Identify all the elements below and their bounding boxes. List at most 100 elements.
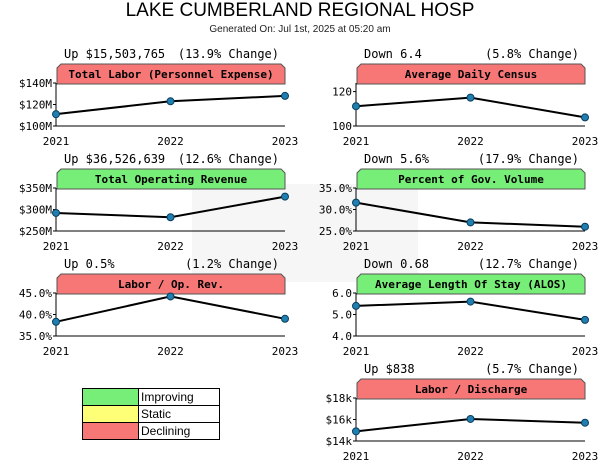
- x-tick-label: 2022: [457, 240, 484, 253]
- x-tick-label: 2021: [343, 135, 370, 148]
- chart-title: Labor / Op. Rev.: [118, 278, 224, 291]
- data-point: [281, 314, 289, 323]
- legend-label-declining: Declining: [138, 422, 220, 440]
- data-point: [52, 110, 60, 119]
- chart-change: (17.9% Change): [478, 152, 579, 166]
- chart-summary: Up $15,503,765: [64, 47, 165, 61]
- y-tick-label: $14k: [326, 435, 353, 448]
- y-tick-label: 100: [332, 120, 352, 133]
- y-tick-label: $350M: [19, 182, 52, 195]
- x-tick-label: 2023: [572, 135, 599, 148]
- chart-average-daily-census: Down 6.4 (5.8% Change) Average Daily Censu…: [300, 46, 600, 151]
- chart-summary: Up $838: [364, 362, 415, 376]
- x-tick-label: 2023: [272, 345, 299, 358]
- chart-summary: Down 0.68: [364, 257, 429, 271]
- chart-change: (13.9% Change): [178, 47, 279, 61]
- x-tick-label: 2023: [572, 240, 599, 253]
- chart-change: (5.7% Change): [485, 362, 579, 376]
- x-tick-label: 2022: [457, 135, 484, 148]
- chart-summary: Down 5.6%: [364, 152, 430, 166]
- x-tick-label: 2022: [157, 345, 184, 358]
- chart-title-banner: [56, 63, 286, 85]
- generated-timestamp: Generated On: Jul 1st, 2025 at 05:20 am: [209, 24, 391, 35]
- x-tick-label: 2021: [43, 345, 70, 358]
- data-point: [352, 102, 360, 111]
- chart-svg: Down 5.6% (17.9% Change) Percent of Gov. V…: [319, 152, 599, 253]
- x-tick-label: 2022: [457, 450, 484, 463]
- chart-axes: [55, 188, 285, 232]
- chart-summary: Up 0.5%: [64, 257, 115, 271]
- y-tick-label: $16k: [326, 414, 353, 427]
- watermark-logo: [192, 184, 418, 282]
- chart-title-banner: [356, 378, 586, 400]
- chart-summary: Up $36,526,639: [64, 152, 165, 166]
- legend-row-declining: Declining: [82, 422, 220, 440]
- legend-row-static: Static: [82, 405, 220, 423]
- x-tick-label: 2023: [572, 345, 599, 358]
- chart-svg: Up $36,526,639 (12.6% Change) Total Operat…: [19, 152, 298, 253]
- data-point: [581, 315, 589, 324]
- data-point: [352, 427, 360, 436]
- x-tick-label: 2021: [343, 450, 370, 463]
- y-tick-label: 40.0%: [19, 309, 52, 322]
- legend-swatch-declining: [82, 422, 139, 440]
- y-tick-label: 30.0%: [319, 204, 352, 217]
- x-tick-label: 2021: [343, 240, 370, 253]
- chart-total-operating-revenue: Up $36,526,639 (12.6% Change) Total Operat…: [0, 151, 300, 256]
- chart-title-banner: [356, 63, 586, 85]
- data-point: [581, 113, 589, 122]
- x-tick-label: 2021: [43, 240, 70, 253]
- chart-average-length-of-stay: Down 0.68 (12.7% Change) Average Length Of…: [300, 256, 600, 361]
- chart-title-banner: [356, 273, 586, 295]
- data-point: [466, 297, 475, 306]
- data-point: [581, 418, 589, 427]
- chart-change: (12.6% Change): [178, 152, 279, 166]
- chart-title: Average Length Of Stay (ALOS): [375, 278, 567, 291]
- chart-title: Average Daily Census: [405, 68, 537, 81]
- data-point: [466, 93, 475, 102]
- data-point: [52, 317, 60, 326]
- chart-title: Percent of Gov. Volume: [398, 173, 544, 186]
- y-tick-label: 4.0: [332, 330, 352, 343]
- x-tick-label: 2021: [43, 135, 70, 148]
- y-tick-label: $140M: [19, 77, 52, 90]
- chart-summary: Down 6.4: [364, 47, 422, 61]
- y-tick-label: 6.0: [332, 287, 352, 300]
- legend-label-static: Static: [138, 405, 220, 423]
- x-tick-label: 2023: [572, 450, 599, 463]
- data-point: [281, 192, 289, 201]
- legend-label-improving: Improving: [138, 388, 220, 406]
- x-tick-label: 2022: [157, 135, 184, 148]
- data-point: [166, 292, 175, 301]
- data-point: [281, 91, 289, 100]
- data-point: [166, 97, 175, 106]
- chart-labor-op-rev: Up 0.5% (1.2% Change) Labor / Op. Rev. 35.0…: [0, 256, 300, 361]
- y-tick-label: 35.0%: [319, 182, 352, 195]
- chart-title: Total Labor (Personnel Expense): [68, 68, 273, 81]
- data-point: [352, 301, 360, 310]
- chart-change: (5.8% Change): [485, 47, 579, 61]
- chart-svg: Down 6.4 (5.8% Change) Average Daily Censu…: [332, 47, 599, 148]
- chart-title-banner: [56, 168, 286, 190]
- x-tick-label: 2021: [343, 345, 370, 358]
- y-tick-label: $250M: [19, 225, 52, 238]
- data-point: [352, 198, 360, 207]
- y-tick-label: 25.0%: [319, 225, 352, 238]
- chart-change: (1.2% Change): [185, 257, 279, 271]
- legend-row-improving: Improving: [82, 388, 220, 406]
- data-point: [166, 213, 175, 222]
- chart-svg: Up 0.5% (1.2% Change) Labor / Op. Rev. 35.0…: [19, 257, 299, 358]
- chart-title-banner: [56, 273, 286, 295]
- data-point: [52, 208, 60, 217]
- y-tick-label: $100M: [19, 120, 52, 133]
- legend-swatch-static: [82, 405, 139, 423]
- chart-svg: Down 0.68 (12.7% Change) Average Length Of…: [332, 257, 599, 358]
- y-tick-label: $300M: [19, 204, 52, 217]
- chart-change: (12.7% Change): [478, 257, 579, 271]
- chart-title: Labor / Discharge: [415, 383, 528, 396]
- chart-percent-gov-volume: Down 5.6% (17.9% Change) Percent of Gov. V…: [300, 151, 600, 256]
- legend-swatch-improving: [82, 388, 139, 406]
- y-tick-label: $120M: [19, 99, 52, 112]
- y-tick-label: $18k: [326, 392, 353, 405]
